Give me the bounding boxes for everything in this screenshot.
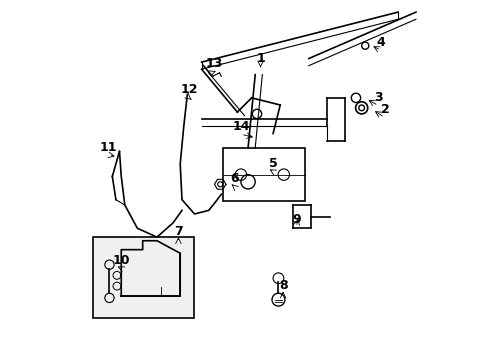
Text: 10: 10 bbox=[112, 254, 130, 267]
Text: 6: 6 bbox=[230, 172, 238, 185]
Text: 5: 5 bbox=[269, 157, 278, 170]
Text: 9: 9 bbox=[291, 213, 300, 226]
Text: 4: 4 bbox=[376, 36, 385, 49]
Text: 3: 3 bbox=[373, 91, 382, 104]
Text: 12: 12 bbox=[180, 84, 198, 96]
Text: 8: 8 bbox=[278, 279, 287, 292]
Text: 7: 7 bbox=[174, 225, 183, 238]
Bar bbox=[93, 237, 194, 318]
Text: 2: 2 bbox=[380, 103, 388, 116]
Text: 14: 14 bbox=[232, 120, 249, 133]
Text: 1: 1 bbox=[256, 52, 264, 65]
Text: 13: 13 bbox=[205, 57, 223, 71]
FancyBboxPatch shape bbox=[223, 148, 305, 202]
Text: 11: 11 bbox=[100, 141, 117, 154]
